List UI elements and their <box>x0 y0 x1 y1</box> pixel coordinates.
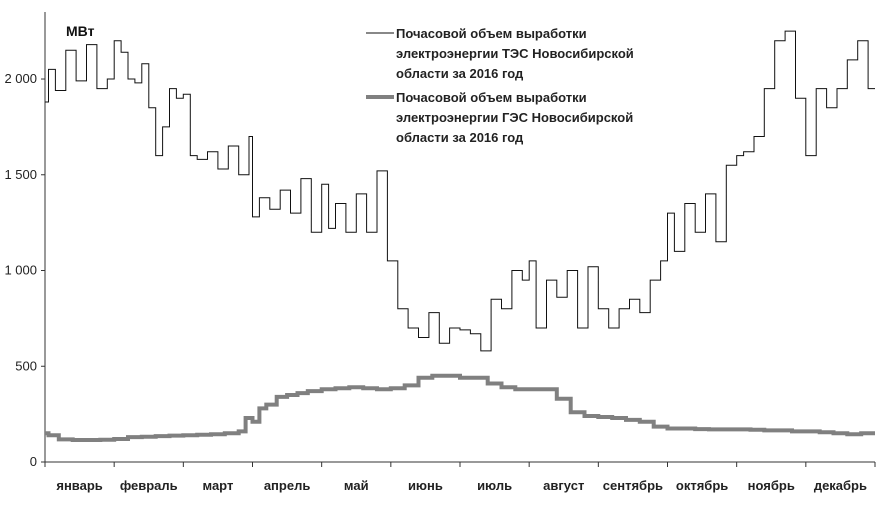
series-layer <box>45 30 875 442</box>
axes: 0 500 1 000 1 500 2 000 январь февраль март апре… <box>4 12 876 493</box>
x-tick-label: февраль <box>120 478 178 493</box>
y-tick-label: 1 500 <box>4 167 37 182</box>
x-tick-label: май <box>344 478 369 493</box>
y-tick-label: 0 <box>30 454 37 469</box>
y-tick-label: 500 <box>15 358 37 373</box>
x-tick-label: март <box>203 478 234 493</box>
x-tick-label: декабрь <box>814 478 867 493</box>
x-tick-label: июнь <box>408 478 443 493</box>
legend-label: области за 2016 год <box>396 66 524 81</box>
legend-label: области за 2016 год <box>396 130 524 145</box>
legend-label: Почасовой объем выработки <box>396 26 587 41</box>
series-ges-line <box>45 373 875 442</box>
series-tes-line <box>45 30 875 352</box>
y-unit-label: МВт <box>66 23 95 39</box>
x-tick-label: август <box>543 478 584 493</box>
x-tick-label: ноябрь <box>748 478 795 493</box>
y-tick-label: 1 000 <box>4 263 37 278</box>
legend: Почасовой объем выработки электроэнергии … <box>366 26 634 145</box>
x-tick-label: сентябрь <box>603 478 663 493</box>
y-tick-label: 2 000 <box>4 71 37 86</box>
legend-label: электроэнергии ГЭС Новосибирской <box>396 110 633 125</box>
x-tick-label: январь <box>56 478 102 493</box>
x-tick-label: октябрь <box>676 478 728 493</box>
x-tick-label: июль <box>477 478 512 493</box>
legend-label: Почасовой объем выработки <box>396 90 587 105</box>
x-tick-label: апрель <box>264 478 311 493</box>
legend-label: электроэнергии ТЭС Новосибирской <box>396 46 634 61</box>
